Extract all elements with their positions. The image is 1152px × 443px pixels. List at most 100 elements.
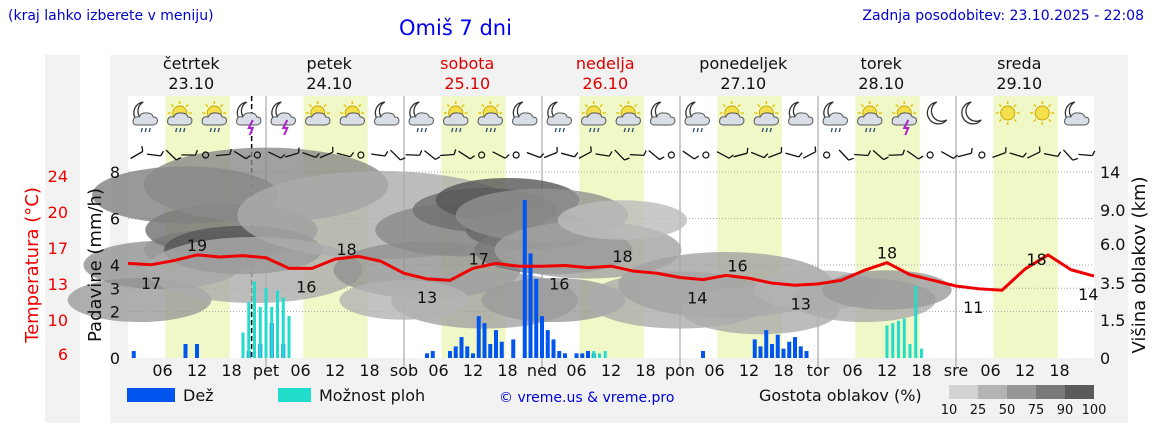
wind-barb — [768, 147, 783, 159]
rain-bar — [511, 339, 516, 358]
wind-barb — [357, 151, 365, 159]
moon-cloud-icon — [650, 101, 676, 126]
shower-bar — [891, 323, 895, 358]
wind-barb — [629, 150, 647, 157]
wind-barb — [838, 149, 854, 161]
moon-cloud-rain-icon — [132, 101, 158, 133]
wind-barb — [872, 149, 889, 161]
cloud-legend-swatch — [1036, 385, 1065, 399]
day-name: sobota — [440, 54, 494, 73]
temperature-tick: 13 — [48, 275, 68, 294]
shower-bar — [920, 348, 923, 358]
temperature-label: 18 — [336, 240, 356, 259]
rain-bar — [574, 353, 579, 358]
temperature-tick: 20 — [48, 203, 68, 222]
wind-barb — [802, 146, 817, 159]
cloud-legend-swatch — [1065, 385, 1094, 399]
rain-bar — [131, 351, 136, 358]
sun-cloud-icon — [305, 101, 331, 126]
sun-cloud-rain-icon — [201, 101, 227, 133]
rain-bar — [787, 341, 792, 358]
cloud-height-axis-label: Višina oblakov (km) — [1129, 176, 1150, 353]
hour-tick: 18 — [635, 361, 655, 380]
wind-barb — [733, 147, 749, 158]
hour-tick: 12 — [187, 361, 207, 380]
cloud-blob — [481, 278, 626, 322]
wind-barb — [716, 151, 734, 159]
moon-cloud-rain-icon — [546, 101, 572, 133]
wind-barb — [957, 147, 973, 158]
rain-bar — [494, 330, 498, 358]
moon-cloud-rain-icon — [408, 101, 434, 133]
temperature-label: 18 — [877, 244, 897, 263]
wind-barb — [181, 149, 199, 156]
day-date: 29.10 — [996, 74, 1042, 93]
precip-axis-label: Padavine (mm/h) — [85, 188, 106, 342]
temperature-label: 17 — [141, 274, 161, 293]
hour-tick: 12 — [463, 361, 483, 380]
wind-barb — [906, 150, 924, 160]
rain-legend-label: Dež — [183, 386, 214, 405]
day-date: 27.10 — [720, 74, 766, 93]
precip-tick: 0 — [110, 349, 120, 368]
hour-tick: 06 — [980, 361, 1000, 380]
wind-barb — [926, 151, 934, 159]
wind-barb — [1027, 146, 1041, 159]
wind-barb — [750, 151, 769, 159]
hour-tick: 06 — [842, 361, 862, 380]
sun-cloud-rain-icon — [615, 101, 641, 133]
rain-bar — [563, 353, 567, 358]
temperature-label: 19 — [187, 236, 207, 255]
hour-tick: 18 — [773, 361, 793, 380]
rain-bar — [781, 348, 786, 358]
rain-bar — [528, 253, 533, 358]
moon-cloud-rain-icon — [822, 101, 848, 133]
hour-tick: 18 — [359, 361, 379, 380]
shower-legend-label: Možnost ploh — [319, 386, 425, 405]
sun-cloud-rain-icon — [857, 101, 883, 133]
wind-barb — [888, 149, 906, 156]
wind-barb — [702, 151, 710, 159]
wind-barb — [253, 151, 261, 159]
wind-barb — [823, 151, 831, 159]
sun-cloud-rain-icon — [753, 101, 779, 133]
wind-barb — [854, 150, 872, 157]
wind-barb — [560, 152, 579, 158]
hour-tick: 18 — [497, 361, 517, 380]
hour-tick: 12 — [601, 361, 621, 380]
wind-barb — [992, 147, 1007, 159]
wind-barb — [492, 151, 510, 159]
wind-barb — [667, 151, 675, 159]
rain-bar — [448, 351, 452, 358]
temperature-label: 13 — [417, 288, 437, 307]
moon-cloud-rain-icon — [684, 101, 710, 133]
wind-barb — [543, 146, 558, 159]
day-abbrev-tick: ned — [527, 361, 557, 380]
temperature-tick: 17 — [48, 239, 68, 258]
wind-barb — [319, 146, 334, 159]
shower-bar — [603, 351, 607, 358]
cloud-height-tick: 9.0 — [1100, 201, 1125, 220]
wind-barb — [284, 147, 300, 158]
shower-bar — [598, 353, 601, 358]
cloud-legend-label: Gostota oblakov (%) — [759, 386, 922, 405]
rain-bar — [758, 346, 763, 358]
cloud-blob — [146, 237, 363, 303]
hour-tick: 18 — [1049, 361, 1069, 380]
shower-bar — [264, 288, 268, 358]
cloud-blob — [557, 200, 688, 240]
shower-bar — [592, 351, 596, 358]
day-name: torek — [861, 54, 903, 73]
wind-barb — [130, 146, 144, 160]
temperature-axis-label: Temperatura (°C) — [22, 187, 43, 344]
hour-tick: 12 — [1015, 361, 1035, 380]
wind-barb — [614, 149, 630, 161]
wind-barb — [1078, 150, 1096, 157]
sun-cloud-rain-icon — [581, 101, 607, 133]
day-date: 26.10 — [582, 74, 628, 93]
hour-tick: 06 — [428, 361, 448, 380]
wind-barb — [165, 149, 182, 161]
temperature-label: 18 — [612, 247, 632, 266]
wind-barb — [458, 150, 476, 160]
